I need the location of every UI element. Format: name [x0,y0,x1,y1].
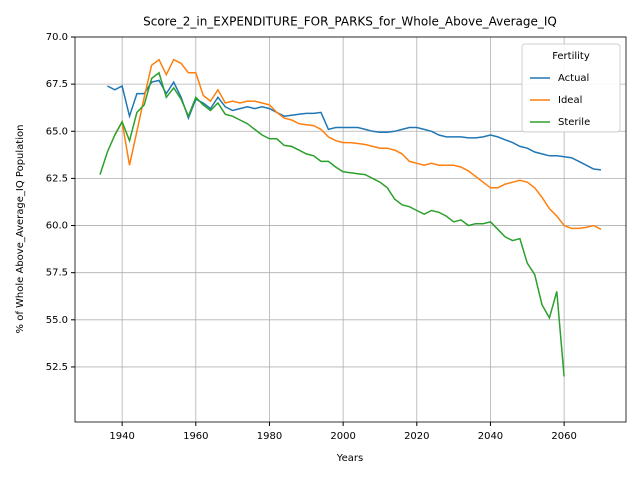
y-tick-label: 60.0 [46,221,68,232]
x-tick-label: 2000 [330,431,355,442]
x-tick-label: 2060 [551,431,576,442]
plot-frame [74,36,627,423]
y-tick-label: 55.0 [46,315,68,326]
y-tick-label: 65.0 [46,126,68,137]
x-axis-label: Years [336,453,363,464]
line-series [114,58,602,230]
legend-box [521,43,621,133]
legend-label: Actual [558,73,589,84]
y-tick-label: 67.5 [46,79,68,90]
x-tick-label: 2040 [478,431,503,442]
legend-label: Ideal [558,95,582,106]
y-tick-label: 62.5 [46,173,68,184]
x-tick-label: 1960 [183,431,208,442]
chart-title: Score_2_in_EXPENDITURE_FOR_PARKS_for_Who… [143,15,557,29]
legend-title: Fertility [552,51,590,62]
y-axis-label: % of Whole Above_Average_IQ Population [15,125,26,334]
x-tick-label: 1980 [257,431,282,442]
y-tick-label: 70.0 [46,32,68,43]
y-tick-label: 52.5 [46,362,68,373]
y-tick-label: 57.5 [46,268,68,279]
x-tick-label: 2020 [404,431,429,442]
line-series [99,71,565,377]
legend-label: Sterile [558,117,590,128]
x-tick-label: 1940 [109,431,134,442]
